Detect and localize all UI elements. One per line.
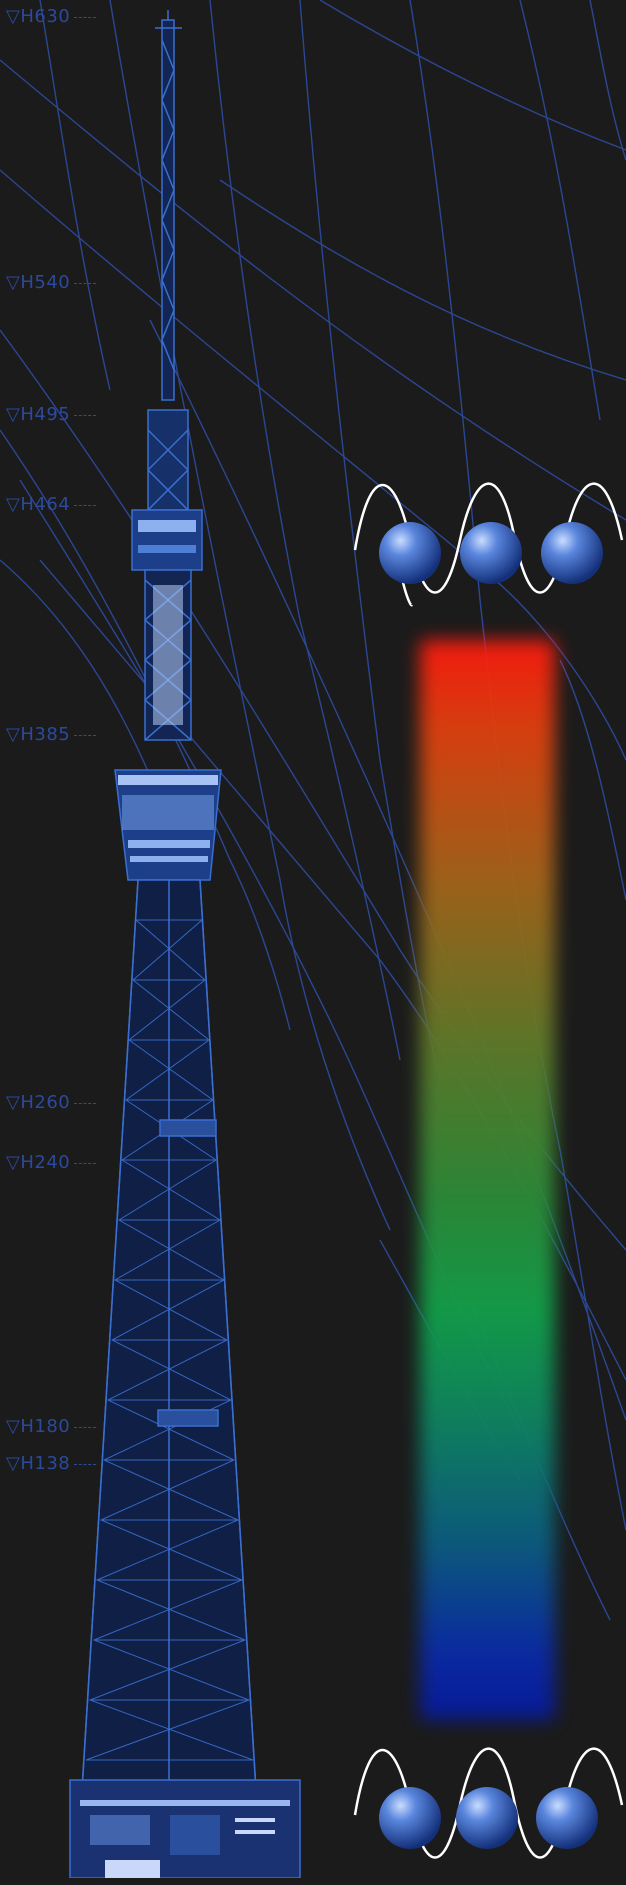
height-label-text: ▽H385 <box>6 724 71 745</box>
sphere <box>536 1787 598 1849</box>
leader-line <box>74 1463 97 1465</box>
leader-line <box>74 414 97 416</box>
spectrum-gradient-bar <box>420 640 555 1720</box>
wave-spheres-top <box>353 482 624 607</box>
leader-line <box>74 16 97 18</box>
height-label-text: ▽H138 <box>6 1453 71 1474</box>
height-label-text: ▽H630 <box>6 6 71 27</box>
height-label-180: ▽H180 <box>6 1416 97 1437</box>
height-label-630: ▽H630 <box>6 6 97 27</box>
leader-line <box>74 1162 97 1164</box>
height-label-464: ▽H464 <box>6 494 97 515</box>
height-label-text: ▽H260 <box>6 1092 71 1113</box>
height-label-495: ▽H495 <box>6 404 97 425</box>
sphere <box>460 522 522 584</box>
sphere <box>541 522 603 584</box>
height-label-text: ▽H495 <box>6 404 71 425</box>
leader-line <box>74 734 97 736</box>
sphere <box>379 1787 441 1849</box>
leader-line <box>74 282 97 284</box>
height-label-text: ▽H540 <box>6 272 71 293</box>
height-label-385: ▽H385 <box>6 724 97 745</box>
height-label-260: ▽H260 <box>6 1092 97 1113</box>
leader-line <box>74 504 97 506</box>
sphere <box>456 1787 518 1849</box>
height-label-240: ▽H240 <box>6 1152 97 1173</box>
height-label-text: ▽H240 <box>6 1152 71 1173</box>
tower-illustration <box>69 10 301 1878</box>
height-label-540: ▽H540 <box>6 272 97 293</box>
leader-line <box>74 1102 97 1104</box>
wave-spheres-bottom <box>353 1747 624 1859</box>
height-label-138: ▽H138 <box>6 1453 97 1474</box>
height-label-text: ▽H180 <box>6 1416 71 1437</box>
leader-line <box>74 1426 97 1428</box>
sphere <box>379 522 441 584</box>
height-label-text: ▽H464 <box>6 494 71 515</box>
